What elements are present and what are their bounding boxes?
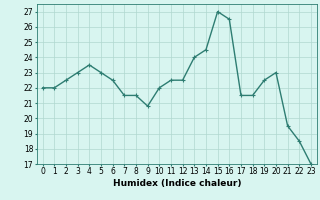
X-axis label: Humidex (Indice chaleur): Humidex (Indice chaleur) — [113, 179, 241, 188]
